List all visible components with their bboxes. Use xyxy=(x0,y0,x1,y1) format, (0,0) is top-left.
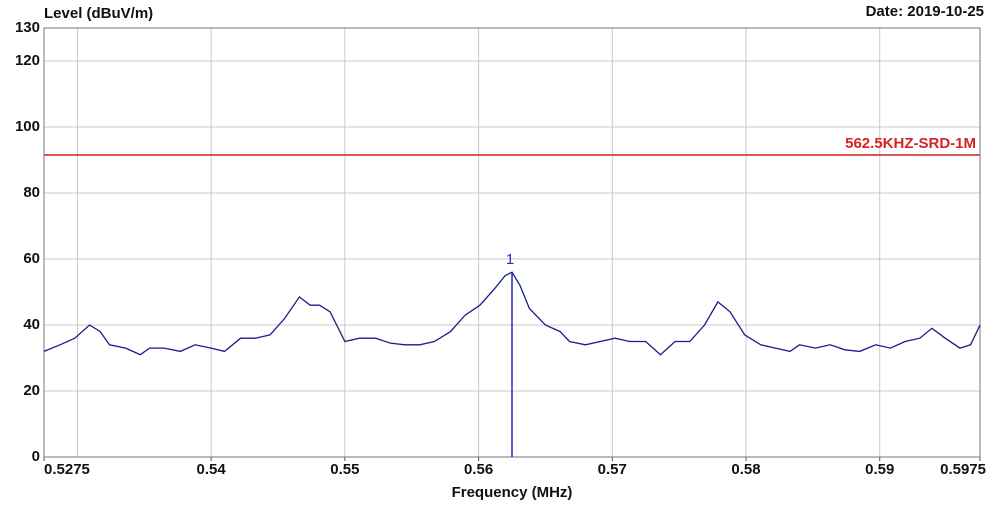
y-tick-label: 100 xyxy=(15,118,40,135)
y-tick-label: 80 xyxy=(23,184,40,201)
x-tick-label: 0.5975 xyxy=(940,461,986,478)
marker-label: 1 xyxy=(506,251,514,268)
x-tick-label: 0.58 xyxy=(731,461,760,478)
y-tick-label: 20 xyxy=(23,382,40,399)
limit-label: 562.5KHZ-SRD-1M xyxy=(845,135,976,152)
x-tick-label: 0.56 xyxy=(464,461,493,478)
y-tick-label: 130 xyxy=(15,19,40,36)
x-tick-label: 0.54 xyxy=(197,461,227,478)
x-tick-label: 0.59 xyxy=(865,461,894,478)
x-tick-label: 0.57 xyxy=(598,461,627,478)
y-tick-label: 0 xyxy=(32,448,40,465)
x-tick-label: 0.55 xyxy=(330,461,359,478)
x-axis-title: Frequency (MHz) xyxy=(452,484,573,501)
y-tick-label: 60 xyxy=(23,250,40,267)
x-tick-label: 0.5275 xyxy=(44,461,90,478)
date-label: Date: 2019-10-25 xyxy=(866,3,984,20)
y-tick-label: 40 xyxy=(23,316,40,333)
y-axis-title: Level (dBuV/m) xyxy=(44,5,153,22)
y-tick-label: 120 xyxy=(15,52,40,69)
